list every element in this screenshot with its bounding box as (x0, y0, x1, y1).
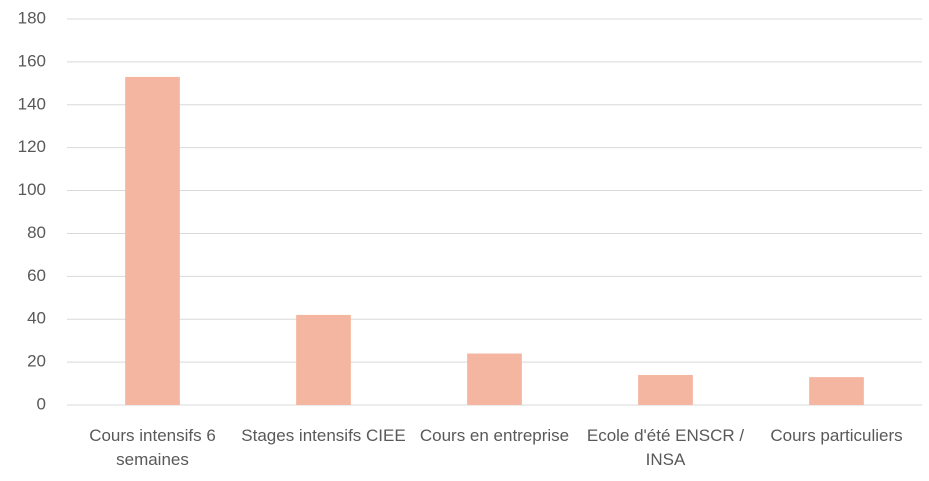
bar (296, 314, 351, 405)
y-tick-label: 100 (18, 180, 46, 199)
bar (809, 377, 864, 405)
y-tick-label: 140 (18, 94, 46, 113)
y-tick-label: 120 (18, 137, 46, 156)
bar (467, 353, 522, 405)
x-tick-label: Cours particuliers (770, 426, 903, 445)
y-tick-label: 40 (27, 309, 46, 328)
bar (638, 374, 693, 405)
y-tick-label: 80 (27, 223, 46, 242)
x-tick-label: Cours en entreprise (419, 426, 570, 445)
bar (125, 76, 180, 406)
y-tick-label: 0 (37, 394, 46, 413)
x-tick-label: Stages intensifs CIEE (241, 426, 406, 445)
x-tick-label: Cours intensifs 6 semaines (89, 426, 216, 469)
x-tick-label: Ecole d'été ENSCR / INSA (586, 426, 745, 469)
y-tick-label: 180 (18, 8, 46, 27)
y-tick-label: 20 (27, 352, 46, 371)
y-tick-label: 60 (27, 266, 46, 285)
y-tick-label: 160 (18, 51, 46, 70)
